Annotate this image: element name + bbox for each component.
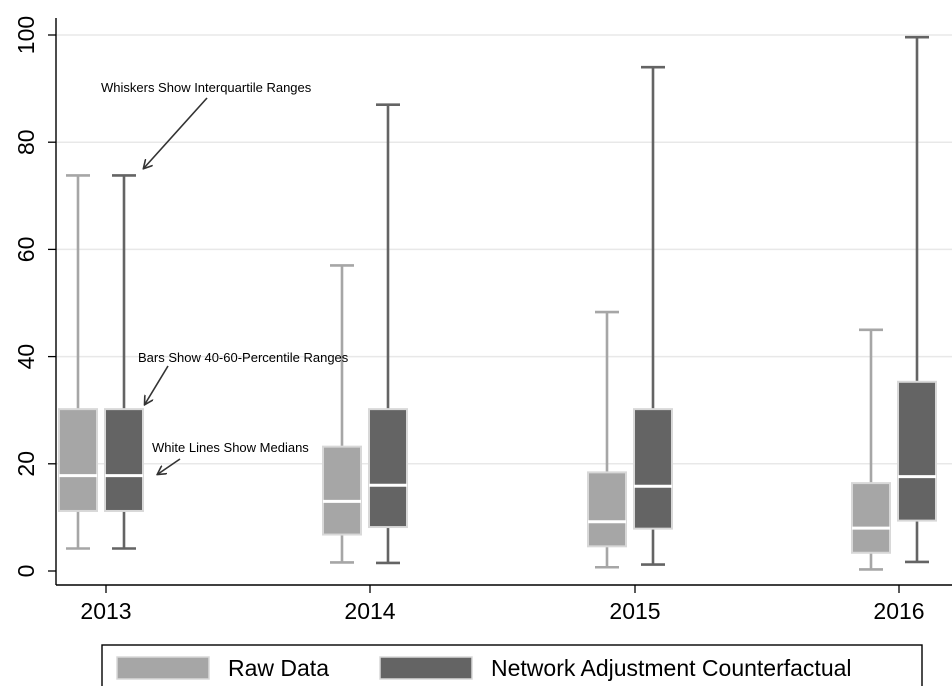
y-tick-label: 100 xyxy=(13,16,39,54)
y-tick-label: 0 xyxy=(13,565,39,578)
box-0-2014 xyxy=(322,264,362,564)
box-body xyxy=(104,408,144,512)
annotation-text: Whiskers Show Interquartile Ranges xyxy=(101,80,312,95)
annotation-arrow xyxy=(145,365,169,404)
legend-key-0 xyxy=(116,656,210,680)
box-1-2013 xyxy=(104,174,144,550)
y-tick-label: 60 xyxy=(13,237,39,263)
legend-label-1: Network Adjustment Counterfactual xyxy=(491,655,852,681)
legend-key-1 xyxy=(379,656,473,680)
y-tick-label: 80 xyxy=(13,129,39,155)
boxes xyxy=(58,35,937,571)
box-1-2016 xyxy=(897,35,937,564)
gridlines xyxy=(56,34,952,465)
x-tick-label: 2014 xyxy=(344,598,395,624)
legend-box xyxy=(101,644,923,686)
axes: 0 20 40 60 80 100 2013 2014 2015 2016 xyxy=(13,16,952,624)
box-0-2013 xyxy=(58,174,98,550)
annotation-arrow xyxy=(158,458,181,474)
box-body xyxy=(58,408,98,512)
annotation-text: White Lines Show Medians xyxy=(152,440,309,455)
box-body xyxy=(368,408,408,529)
y-tick-label: 20 xyxy=(13,451,39,477)
x-tick-label: 2016 xyxy=(873,598,924,624)
legend-label-0: Raw Data xyxy=(228,655,329,681)
annotation-arrow xyxy=(144,97,208,168)
annotations: Whiskers Show Interquartile Ranges Bars S… xyxy=(101,80,349,474)
x-tick-label: 2015 xyxy=(609,598,660,624)
annotation-text: Bars Show 40-60-Percentile Ranges xyxy=(138,350,349,365)
box-1-2014 xyxy=(368,103,408,565)
box-body xyxy=(322,445,362,536)
box-0-2015 xyxy=(587,310,627,569)
box-1-2015 xyxy=(633,65,673,566)
legend: Raw Data Network Adjustment Counterfactua… xyxy=(101,644,923,686)
box-0-2016 xyxy=(851,328,891,571)
box-body xyxy=(851,482,891,554)
box-body xyxy=(633,408,673,530)
x-tick-label: 2013 xyxy=(80,598,131,624)
box-body xyxy=(587,471,627,548)
box-body xyxy=(897,380,937,522)
y-tick-label: 40 xyxy=(13,344,39,370)
